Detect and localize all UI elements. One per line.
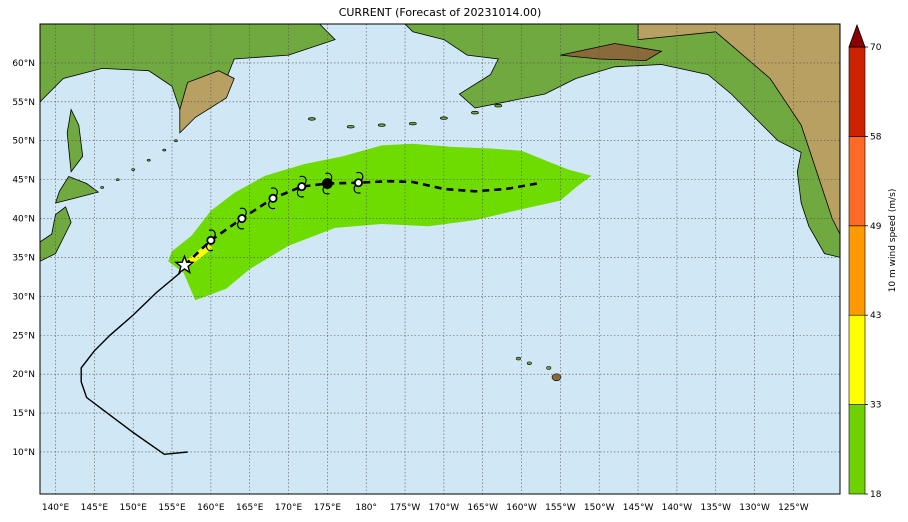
aleutian-island [307,117,316,121]
lon-tick-label: 125°W [778,503,809,513]
lat-tick-label: 45°N [12,176,35,186]
hokkaido [54,176,100,204]
lon-tick-label: 160°W [506,503,537,513]
lat-tick-label: 20°N [12,370,35,380]
forecast-point [206,235,216,245]
kamchatka [179,70,235,134]
colorbar-label: 10 m wind speed (m/s) [888,189,898,293]
lon-tick-label: 160°E [197,503,225,513]
lon-tick-label: 145°W [623,503,654,513]
lat-tick-label: 55°N [12,98,35,108]
wind-swath-33ms [186,243,213,266]
wind-swath-area [168,143,592,301]
axis-labels: 140°E 145°E 150°E 155°E 160°E 165°E 170°E 175°E… [12,59,808,513]
colorbar-segment [848,46,866,137]
past-track-line [80,264,188,456]
lon-tick-label: 140°E [42,503,70,513]
track-layer [80,171,538,456]
colorbar-tick-label: 58 [870,132,882,142]
aleutian-island [494,104,503,108]
map-frame [39,23,841,495]
aleutian-island [346,125,355,129]
forecast-point [268,193,278,203]
hawaii-island [551,373,562,382]
lon-tick-label: 175°W [390,503,421,513]
lon-tick-label: 170°W [429,503,460,513]
colorbar-segment [848,314,866,405]
aleutian-island [377,123,386,127]
aleutian-island [408,121,417,126]
lon-tick-label: 165°W [467,503,498,513]
lon-tick-label: 150°W [584,503,615,513]
land-layer [40,24,840,382]
map-title: CURRENT (Forecast of 20231014.00) [338,6,542,19]
forecast-point [237,214,247,224]
forecast-point [353,178,363,188]
typhoon-symbol-icon [353,171,364,194]
typhoon-symbol-icon [268,187,278,210]
alaska-range [560,43,663,62]
lon-tick-label: 165°E [236,503,264,513]
typhoon-symbol-icon [296,175,307,198]
lon-tick-label: 135°W [700,503,731,513]
colorbar-segment [848,225,866,316]
kuril-island [146,158,151,162]
sakhalin [66,108,84,173]
aleutian-island [471,111,479,115]
lat-tick-label: 25°N [12,331,35,341]
lat-tick-label: 50°N [12,137,35,147]
colorbar-tick-label: 33 [870,401,881,411]
forecast-point [297,182,307,192]
hawaii-island [515,356,521,361]
ocean-background [40,24,840,494]
typhoon-symbol-icon [205,229,216,252]
graticule [40,24,840,494]
forecast-point [321,178,333,189]
rocky-mountains [637,24,840,235]
north-america [404,24,840,258]
colorbar-extend-arrow [848,23,866,48]
lon-tick-label: 145°E [81,503,109,513]
lon-tick-label: 180° [355,503,377,513]
lat-tick-label: 60°N [12,59,35,69]
lat-tick-label: 35°N [12,253,35,263]
lat-tick-label: 30°N [12,292,35,302]
lon-tick-label: 150°E [120,503,148,513]
current-position-star-icon [173,254,195,275]
lon-tick-label: 170°E [275,503,303,513]
colorbar-segment [848,404,866,495]
kuril-island [100,186,105,189]
colorbar-tick-label: 70 [870,43,882,53]
lon-tick-label: 140°W [662,503,693,513]
typhoon-symbol-icon [237,207,247,230]
wind-swath-layer [168,143,592,301]
colorbar: 18 33 43 49 58 70 10 m wind speed (m/s) [848,23,898,500]
lon-tick-label: 155°E [158,503,186,513]
lat-tick-label: 15°N [12,409,35,419]
lat-tick-label: 10°N [12,448,35,458]
lon-tick-label: 130°W [739,503,770,513]
colorbar-tick-label: 18 [870,490,882,500]
hawaii-island [546,366,552,370]
typhoon-symbol-icon [321,172,333,195]
lon-tick-label: 175°E [314,503,342,513]
colorbar-tick-label: 49 [870,222,882,232]
colorbar-tick-label: 43 [870,311,881,321]
colorbar-segment [848,136,866,227]
kuril-island [162,148,167,152]
hawaii-island [526,361,532,365]
lat-tick-label: 40°N [12,215,35,225]
lon-tick-label: 155°W [545,503,576,513]
